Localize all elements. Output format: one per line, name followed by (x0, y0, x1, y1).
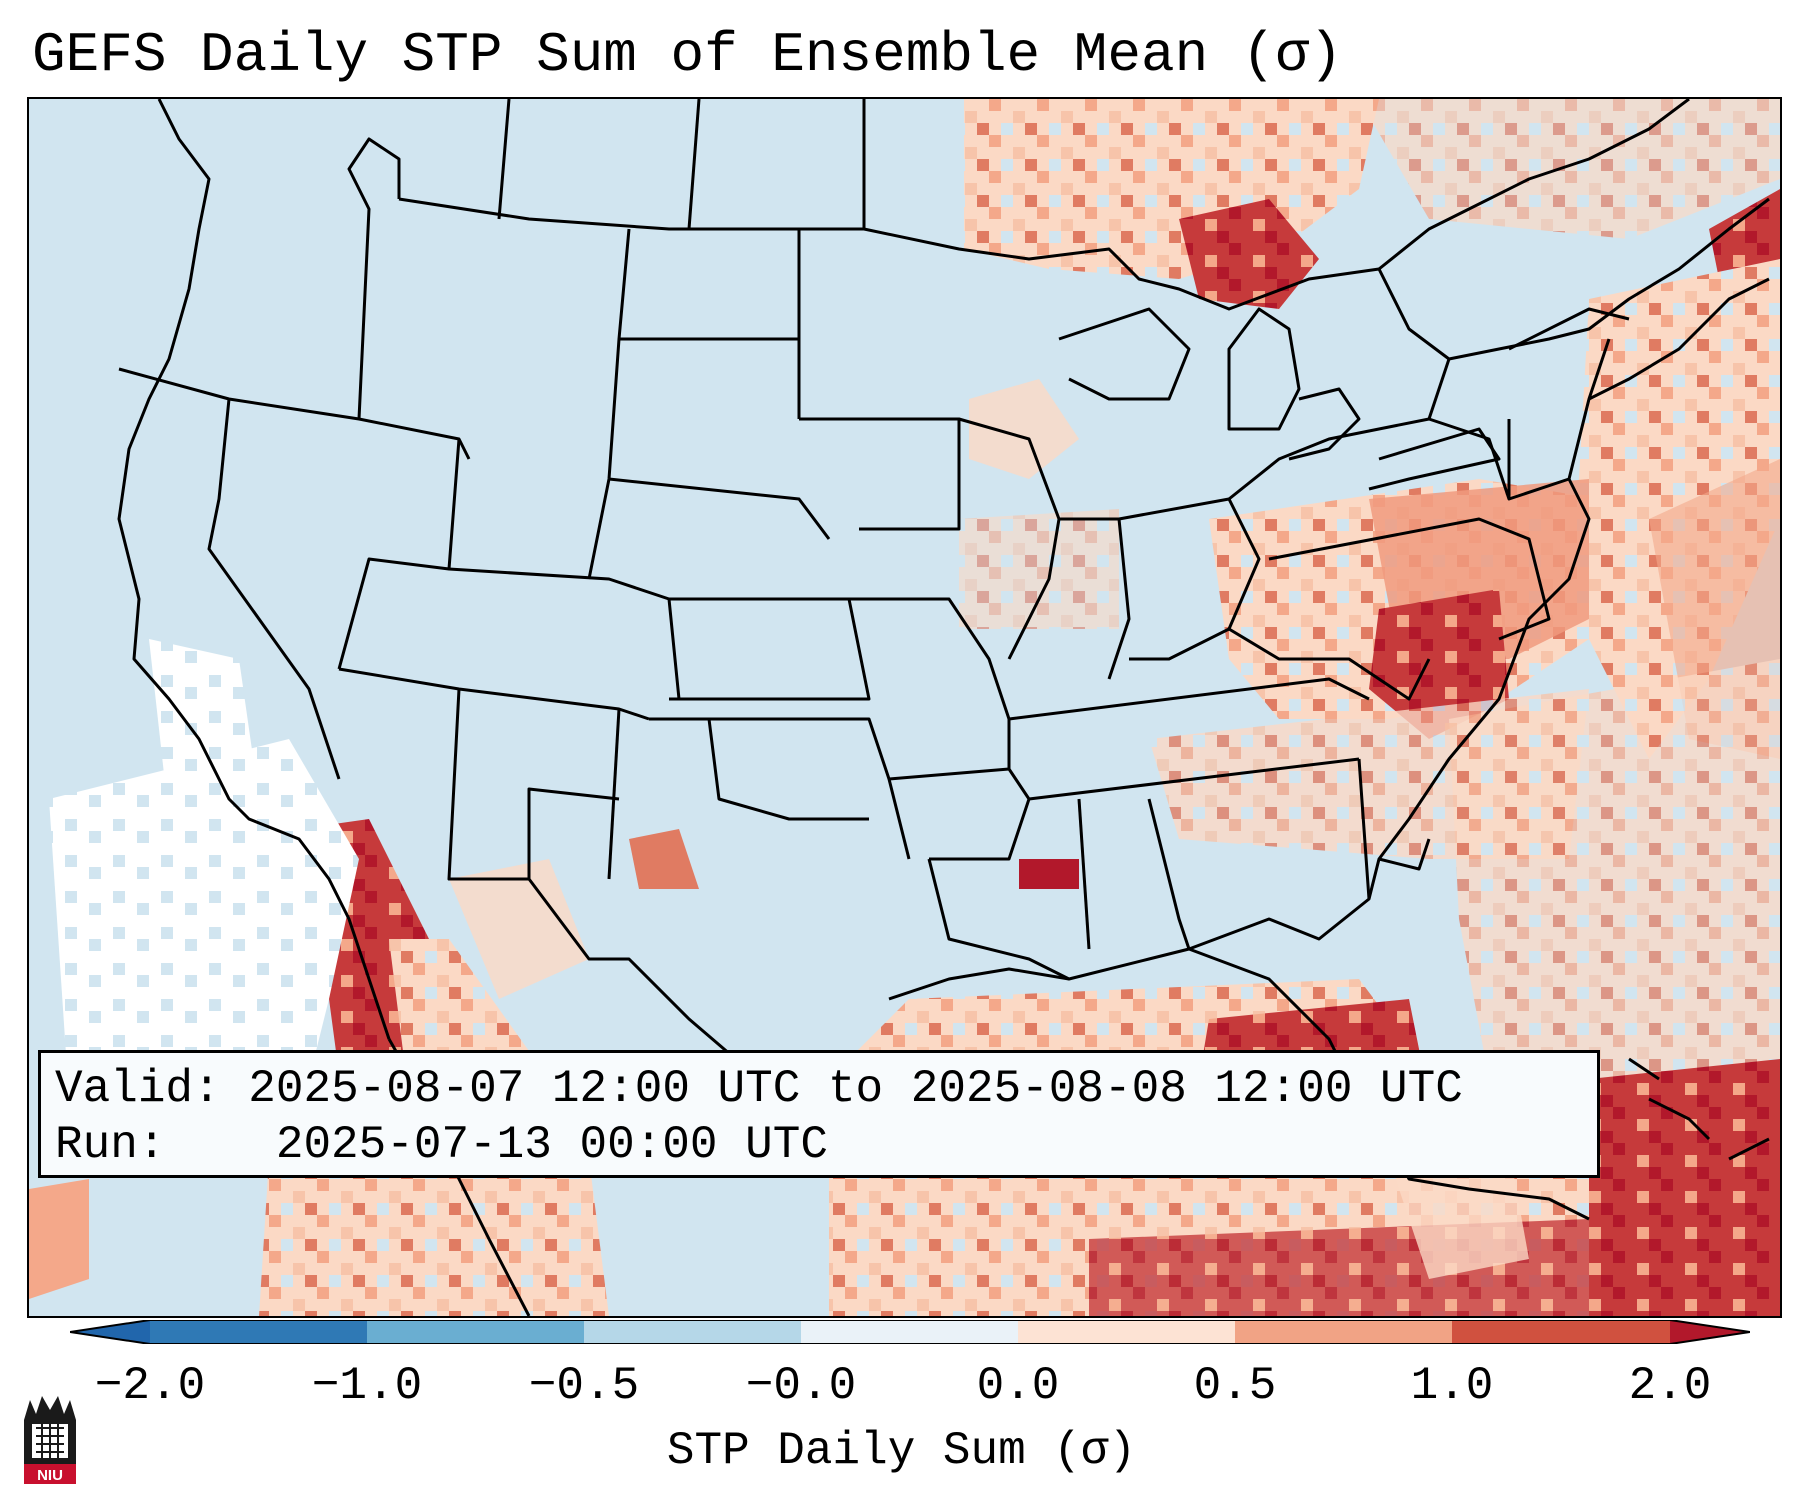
colorbar-tick-label: 2.0 (1628, 1360, 1712, 1412)
colorbar-tick-label: −0.5 (528, 1360, 640, 1412)
validity-info-box: Valid: 2025-08-07 12:00 UTC to 2025-08-0… (38, 1050, 1600, 1178)
colorbar (70, 1320, 1750, 1344)
chart-title: GEFS Daily STP Sum of Ensemble Mean (σ) (32, 23, 1343, 87)
colorbar-bin (584, 1320, 801, 1344)
colorbar-bin (1018, 1320, 1235, 1344)
niu-logo: NIU (24, 1396, 76, 1484)
run-time: 2025-07-13 00:00 UTC (275, 1119, 828, 1171)
colorbar-tick-label: 0.0 (976, 1360, 1060, 1412)
colorbar-bin (367, 1320, 584, 1344)
logo-text: NIU (37, 1467, 63, 1484)
colorbar-tick-label: 0.5 (1193, 1360, 1277, 1412)
colorbar-tick-label: −2.0 (94, 1360, 206, 1412)
colorbar-bin (150, 1320, 367, 1344)
colorbar-under-arrow (70, 1320, 150, 1344)
colorbar-bin (801, 1320, 1018, 1344)
run-row: Run: 2025-07-13 00:00 UTC (55, 1117, 1583, 1173)
state-boundaries (117, 99, 1770, 1316)
colorbar-tick-label: −1.0 (311, 1360, 423, 1412)
valid-row: Valid: 2025-08-07 12:00 UTC to 2025-08-0… (55, 1061, 1583, 1117)
valid-time-range: 2025-08-07 12:00 UTC to 2025-08-08 12:00… (248, 1063, 1463, 1115)
colorbar-label: STP Daily Sum (σ) (666, 1425, 1137, 1477)
colorbar-over-arrow (1670, 1320, 1750, 1344)
colorbar-tick-label: 1.0 (1410, 1360, 1494, 1412)
run-label: Run: (55, 1119, 166, 1171)
colorbar-tick-label: −0.0 (745, 1360, 857, 1412)
valid-label: Valid: (55, 1063, 221, 1115)
colorbar-bin (1452, 1320, 1670, 1344)
colorbar-bin (1235, 1320, 1452, 1344)
